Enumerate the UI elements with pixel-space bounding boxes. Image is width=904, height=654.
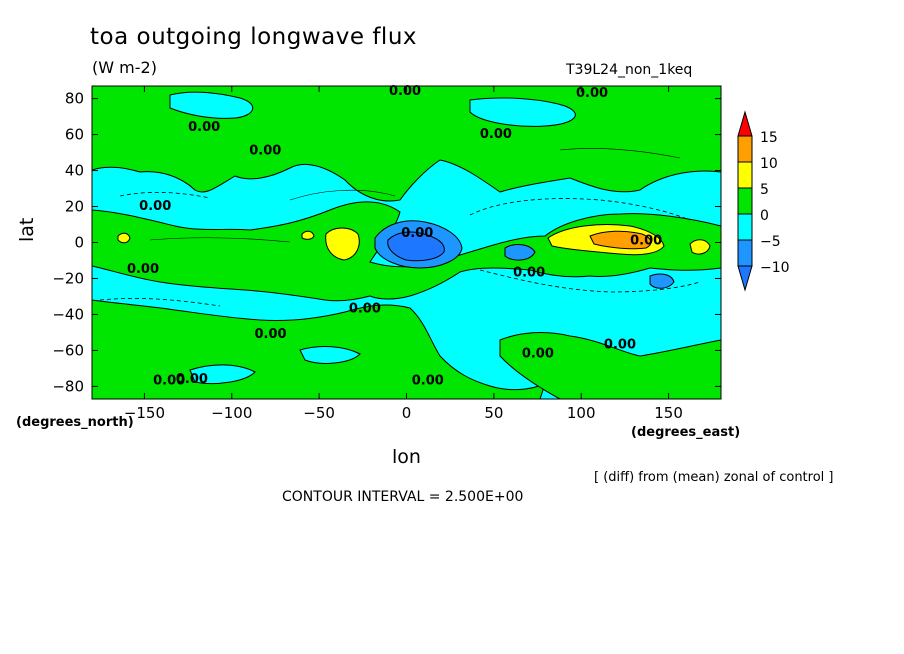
colorbar-tick-label: −5 bbox=[760, 234, 781, 250]
colorbar-segment bbox=[737, 135, 753, 163]
contour-label: 0.00 bbox=[604, 338, 636, 353]
colorbar-segment bbox=[737, 187, 753, 215]
difference-note: [ (diff) from (mean) zonal of control ] bbox=[594, 470, 834, 485]
positive-region-southeast bbox=[499, 332, 721, 399]
negative-core-inner bbox=[387, 231, 445, 262]
positive-anomaly-west bbox=[325, 227, 360, 261]
chart-units: (W m-2) bbox=[92, 58, 157, 77]
x-tick-label: −100 bbox=[211, 404, 252, 422]
contour-labels: 0.000.000.000.000.000.000.000.000.000.00… bbox=[127, 84, 662, 389]
contour-interval: CONTOUR INTERVAL = 2.500E+00 bbox=[282, 489, 524, 505]
x-tick-label: 50 bbox=[484, 404, 503, 422]
colorbar-under-arrow bbox=[737, 265, 753, 292]
x-tick-label: 100 bbox=[567, 404, 596, 422]
colorbar-tick-label: −10 bbox=[760, 260, 790, 276]
positive-region-arctic-patch bbox=[169, 91, 253, 119]
colorbar-segment bbox=[737, 239, 753, 267]
x-tick-label: 150 bbox=[654, 404, 683, 422]
contour-label: 0.00 bbox=[630, 233, 662, 248]
contour-label: 0.00 bbox=[576, 86, 608, 101]
negative-contours bbox=[99, 191, 701, 307]
colorbar-tick-label: 10 bbox=[760, 156, 778, 172]
x-tick-label: 0 bbox=[402, 404, 412, 422]
colorbar-tick-label: 15 bbox=[760, 130, 778, 146]
contour-label: 0.00 bbox=[176, 372, 208, 387]
contour-label: 0.00 bbox=[522, 347, 554, 362]
colorbar-tick-label: 0 bbox=[760, 208, 769, 224]
contour-label: 0.00 bbox=[139, 199, 171, 214]
y-axis-units: (degrees_north) bbox=[16, 415, 134, 430]
x-tick-label: −50 bbox=[303, 404, 335, 422]
y-tick-label: 60 bbox=[65, 126, 84, 144]
positive-anomaly-small bbox=[301, 230, 315, 240]
x-tick-label: −150 bbox=[124, 404, 165, 422]
chart-title: toa outgoing longwave flux bbox=[90, 24, 418, 50]
y-axis: −80 −60 −40 −20 0 20 40 60 80 bbox=[52, 90, 721, 395]
x-axis: −150 −100 −50 0 50 100 150 bbox=[124, 86, 683, 422]
positive-contours bbox=[149, 148, 681, 243]
negative-hole-south-2 bbox=[299, 346, 361, 364]
y-tick-label: 20 bbox=[65, 198, 84, 216]
colorbar-segment bbox=[737, 213, 753, 241]
y-tick-label: −80 bbox=[52, 377, 84, 395]
colorbar-over-arrow bbox=[737, 110, 753, 137]
contour-label: 0.00 bbox=[412, 374, 444, 389]
colorbar-segment bbox=[737, 161, 753, 189]
y-tick-label: −40 bbox=[52, 305, 84, 323]
positive-anomaly-dateline bbox=[689, 239, 711, 255]
y-tick-label: 0 bbox=[74, 234, 84, 252]
y-tick-label: −60 bbox=[52, 341, 84, 359]
contour-label: 0.00 bbox=[401, 226, 433, 241]
positive-anomaly-east-inner bbox=[589, 230, 652, 250]
negative-hole-south-1 bbox=[189, 364, 256, 385]
y-tick-label: 80 bbox=[65, 90, 84, 108]
contour-label: 0.00 bbox=[127, 262, 159, 277]
run-label: T39L24_non_1keq bbox=[566, 62, 693, 78]
negative-anomaly-east bbox=[504, 244, 536, 261]
contour-label: 0.00 bbox=[249, 143, 281, 158]
y-axis-label: lat bbox=[16, 217, 38, 242]
contour-label: 0.00 bbox=[188, 120, 220, 135]
x-axis-units: (degrees_east) bbox=[631, 425, 741, 440]
y-tick-label: 40 bbox=[65, 162, 84, 180]
colorbar: 15 10 5 0 −5 −10 bbox=[737, 110, 790, 292]
contour-label: 0.00 bbox=[254, 327, 286, 342]
contour-label: 0.00 bbox=[389, 84, 421, 99]
colorbar-tick-label: 5 bbox=[760, 182, 769, 198]
contour-field bbox=[92, 86, 721, 399]
contour-label: 0.00 bbox=[349, 302, 381, 317]
x-axis-label: lon bbox=[392, 446, 421, 468]
contour-label: 0.00 bbox=[513, 266, 545, 281]
positive-anomaly-far-west bbox=[117, 232, 131, 244]
negative-anomaly-east-2 bbox=[649, 273, 675, 289]
contour-label: 0.00 bbox=[480, 127, 512, 142]
contour-label: 0.00 bbox=[153, 374, 185, 389]
positive-region-arctic-patch-2 bbox=[469, 97, 576, 127]
y-tick-label: −20 bbox=[52, 269, 84, 287]
